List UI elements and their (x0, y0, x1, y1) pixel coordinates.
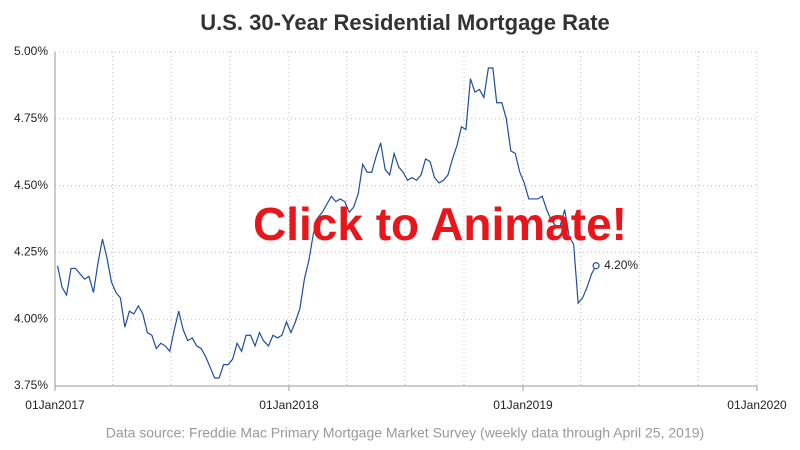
animate-button[interactable]: Click to Animate! (253, 198, 627, 250)
x-tick-label: 01Jan2017 (25, 398, 85, 412)
y-tick-label: 4.50% (14, 178, 48, 192)
y-tick-label: 4.25% (14, 245, 48, 259)
x-tick-label: 01Jan2020 (727, 398, 787, 412)
x-tick-label: 01Jan2018 (259, 398, 319, 412)
y-tick-label: 4.00% (14, 311, 48, 325)
x-tick-label: 01Jan2019 (493, 398, 553, 412)
source-note: Data source: Freddie Mac Primary Mortgag… (106, 425, 704, 441)
chart-title: U.S. 30-Year Residential Mortgage Rate (200, 10, 610, 35)
value-label: 4.20% (604, 258, 638, 272)
end-marker (592, 262, 600, 270)
data-line (56, 67, 597, 379)
y-tick-label: 5.00% (14, 44, 48, 58)
y-tick-label: 4.75% (14, 111, 48, 125)
y-tick-label: 3.75% (14, 378, 48, 392)
